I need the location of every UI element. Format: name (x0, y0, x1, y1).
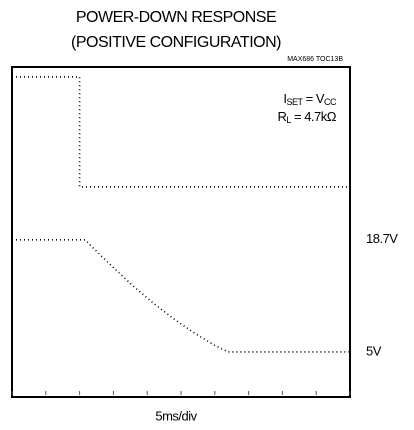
annotation: ISET = VCC (283, 91, 337, 107)
trace (12, 238, 350, 353)
plot-frame (11, 66, 351, 398)
y-tick-label: 18.7V (366, 231, 398, 246)
annotation: RL = 4.7kΩ (277, 109, 336, 125)
x-axis-label: 5ms/div (155, 408, 197, 423)
trace (12, 76, 350, 188)
chart-title: (POSITIVE CONFIGURATION) (71, 34, 281, 51)
figure-id: MAX686 TOC13B (287, 56, 343, 63)
y-tick-label: 5V (366, 343, 382, 358)
chart-title: POWER-DOWN RESPONSE (76, 9, 276, 26)
